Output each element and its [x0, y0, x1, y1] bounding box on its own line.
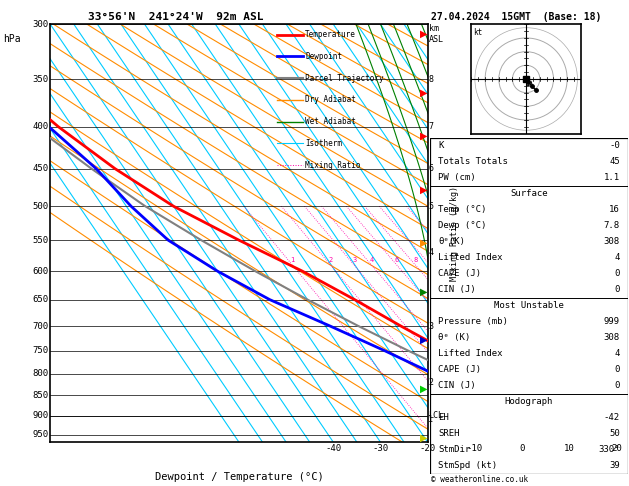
- Text: 900: 900: [32, 411, 48, 420]
- Text: CIN (J): CIN (J): [438, 285, 476, 294]
- Text: 800: 800: [32, 369, 48, 378]
- Text: 450: 450: [32, 164, 48, 173]
- Text: ▶: ▶: [420, 287, 428, 296]
- Text: 3: 3: [428, 322, 433, 330]
- Text: ▶: ▶: [420, 87, 428, 97]
- Text: -30: -30: [372, 444, 389, 453]
- Text: 8: 8: [428, 75, 433, 84]
- Text: ▶: ▶: [420, 131, 428, 141]
- Text: ▶: ▶: [420, 384, 428, 394]
- Text: 16: 16: [609, 205, 620, 214]
- Text: 1: 1: [428, 415, 433, 424]
- Text: 400: 400: [32, 122, 48, 131]
- Text: Lifted Index: Lifted Index: [438, 349, 503, 358]
- Text: © weatheronline.co.uk: © weatheronline.co.uk: [431, 474, 528, 484]
- Text: 6: 6: [395, 257, 399, 263]
- Text: θᵉ(K): θᵉ(K): [438, 237, 465, 246]
- Text: CAPE (J): CAPE (J): [438, 269, 481, 278]
- Text: -20: -20: [420, 444, 436, 453]
- Text: km
ASL: km ASL: [429, 24, 444, 44]
- Text: 0: 0: [615, 382, 620, 390]
- Text: 550: 550: [32, 236, 48, 244]
- Text: 4: 4: [369, 257, 374, 263]
- Text: 308: 308: [604, 333, 620, 342]
- Text: 4: 4: [615, 349, 620, 358]
- Text: Dewpoint / Temperature (°C): Dewpoint / Temperature (°C): [155, 471, 323, 482]
- Text: K: K: [438, 141, 443, 150]
- Text: -40: -40: [325, 444, 342, 453]
- Text: StmSpd (kt): StmSpd (kt): [438, 461, 498, 470]
- Text: 600: 600: [32, 267, 48, 276]
- Text: 10: 10: [564, 444, 575, 453]
- Text: ▶: ▶: [420, 433, 428, 442]
- Text: 2: 2: [428, 378, 433, 387]
- Text: 50: 50: [609, 429, 620, 438]
- Text: 4: 4: [428, 248, 433, 258]
- Text: ▶: ▶: [420, 238, 428, 248]
- Text: Mixing Ratio: Mixing Ratio: [305, 161, 360, 170]
- Text: ▶: ▶: [420, 29, 428, 39]
- Text: 1: 1: [291, 257, 294, 263]
- Text: Surface: Surface: [510, 189, 548, 198]
- Text: 999: 999: [604, 317, 620, 326]
- Text: 0: 0: [615, 285, 620, 294]
- Text: 1.1: 1.1: [604, 173, 620, 182]
- Text: 330°: 330°: [598, 445, 620, 454]
- Text: 7.8: 7.8: [604, 221, 620, 230]
- Text: 650: 650: [32, 295, 48, 304]
- Text: 4: 4: [615, 253, 620, 262]
- Text: 850: 850: [32, 391, 48, 399]
- Text: Mixing Ratio (g/kg): Mixing Ratio (g/kg): [450, 186, 459, 281]
- Text: 39: 39: [609, 461, 620, 470]
- Text: EH: EH: [438, 413, 449, 422]
- Text: Pressure (mb): Pressure (mb): [438, 317, 508, 326]
- Text: Isotherm: Isotherm: [305, 139, 342, 148]
- Text: ▶: ▶: [420, 185, 428, 194]
- Text: Temp (°C): Temp (°C): [438, 205, 486, 214]
- Text: Wet Adiabat: Wet Adiabat: [305, 117, 356, 126]
- Text: 750: 750: [32, 346, 48, 355]
- Text: 0: 0: [615, 365, 620, 374]
- Text: 45: 45: [609, 157, 620, 166]
- Text: 6: 6: [428, 164, 433, 173]
- Text: 0: 0: [615, 269, 620, 278]
- Text: hPa: hPa: [3, 34, 21, 44]
- Text: 20: 20: [611, 444, 622, 453]
- Text: 500: 500: [32, 202, 48, 211]
- Text: StmDir: StmDir: [438, 445, 470, 454]
- Text: 950: 950: [32, 430, 48, 439]
- Text: 308: 308: [604, 237, 620, 246]
- Text: 5: 5: [428, 202, 433, 211]
- Text: 2: 2: [328, 257, 333, 263]
- Text: 300: 300: [32, 20, 48, 29]
- Text: CAPE (J): CAPE (J): [438, 365, 481, 374]
- Text: Totals Totals: Totals Totals: [438, 157, 508, 166]
- Text: 3: 3: [352, 257, 357, 263]
- Text: CIN (J): CIN (J): [438, 382, 476, 390]
- Text: 350: 350: [32, 75, 48, 84]
- Text: kt: kt: [474, 28, 483, 36]
- Text: 8: 8: [413, 257, 418, 263]
- Text: θᵉ (K): θᵉ (K): [438, 333, 470, 342]
- Text: SREH: SREH: [438, 429, 460, 438]
- Text: 700: 700: [32, 322, 48, 330]
- Text: Lifted Index: Lifted Index: [438, 253, 503, 262]
- Text: LCL: LCL: [428, 411, 443, 420]
- Text: 7: 7: [428, 122, 433, 131]
- Text: Temperature: Temperature: [305, 30, 356, 39]
- Text: -42: -42: [604, 413, 620, 422]
- Text: Dewpoint: Dewpoint: [305, 52, 342, 61]
- Text: Most Unstable: Most Unstable: [494, 301, 564, 310]
- Text: 0: 0: [520, 444, 525, 453]
- Text: ▶: ▶: [420, 335, 428, 345]
- Text: Hodograph: Hodograph: [505, 397, 553, 406]
- Text: 33°56'N  241°24'W  92m ASL: 33°56'N 241°24'W 92m ASL: [88, 12, 264, 22]
- Text: Parcel Trajectory: Parcel Trajectory: [305, 74, 384, 83]
- Text: 27.04.2024  15GMT  (Base: 18): 27.04.2024 15GMT (Base: 18): [431, 12, 601, 22]
- Text: Dry Adiabat: Dry Adiabat: [305, 95, 356, 104]
- Text: PW (cm): PW (cm): [438, 173, 476, 182]
- Text: -10: -10: [467, 444, 483, 453]
- Text: Dewp (°C): Dewp (°C): [438, 221, 486, 230]
- Text: -0: -0: [609, 141, 620, 150]
